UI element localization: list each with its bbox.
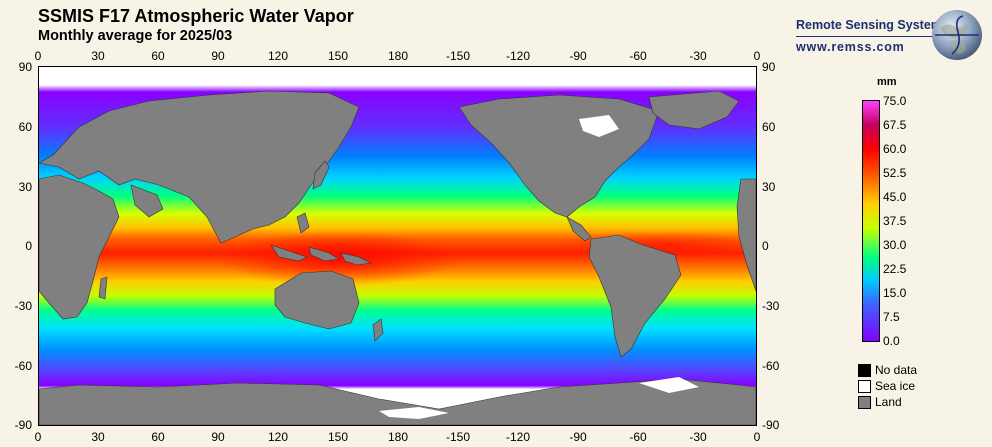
lon-tick-top: 0 bbox=[753, 49, 761, 63]
lon-tick-top: -150 bbox=[445, 49, 471, 63]
land-swatch bbox=[858, 396, 871, 409]
colorbar-label: 22.5 bbox=[883, 262, 907, 276]
sea-ice-swatch bbox=[858, 380, 871, 393]
lon-tick-bottom: 150 bbox=[327, 430, 349, 444]
sea-ice-patches bbox=[379, 115, 699, 419]
lon-tick-bottom: 60 bbox=[151, 430, 165, 444]
lon-tick-bottom: -120 bbox=[505, 430, 531, 444]
colorbar-label: 67.5 bbox=[883, 118, 907, 132]
logo-url[interactable]: www.remss.com bbox=[796, 40, 905, 54]
lat-tick-right: -30 bbox=[762, 299, 780, 313]
lat-tick-left: -30 bbox=[14, 299, 32, 313]
legend-label: No data bbox=[875, 363, 918, 377]
lon-tick-bottom: -150 bbox=[445, 430, 471, 444]
colorbar-label: 45.0 bbox=[883, 190, 907, 204]
lon-tick-bottom: 0 bbox=[34, 430, 42, 444]
map-subtitle: Monthly average for 2025/03 bbox=[38, 28, 233, 44]
lat-tick-right: 60 bbox=[762, 120, 776, 134]
lat-tick-right: 0 bbox=[762, 239, 769, 253]
lon-tick-bottom: 90 bbox=[211, 430, 225, 444]
lon-tick-top: 120 bbox=[267, 49, 289, 63]
legend-label: Sea ice bbox=[875, 379, 916, 393]
lon-tick-top: -120 bbox=[505, 49, 531, 63]
lat-tick-left: 90 bbox=[18, 60, 32, 74]
logo-divider bbox=[796, 36, 946, 37]
lat-tick-left: -90 bbox=[14, 418, 32, 432]
colorbar-label: 37.5 bbox=[883, 214, 907, 228]
lon-tick-bottom: -60 bbox=[629, 430, 647, 444]
map-title: SSMIS F17 Atmospheric Water Vapor bbox=[38, 6, 354, 26]
lon-tick-bottom: 30 bbox=[91, 430, 105, 444]
lon-tick-top: 30 bbox=[91, 49, 105, 63]
lat-tick-right: -60 bbox=[762, 359, 780, 373]
logo-name: Remote Sensing Systems bbox=[796, 18, 949, 32]
lat-tick-left: 30 bbox=[18, 180, 32, 194]
lon-tick-bottom: -30 bbox=[689, 430, 707, 444]
colorbar-label: 75.0 bbox=[883, 94, 907, 108]
colorbar-label: 0.0 bbox=[883, 334, 900, 348]
lon-tick-top: -60 bbox=[629, 49, 647, 63]
lon-tick-top: 0 bbox=[34, 49, 42, 63]
lon-tick-top: 180 bbox=[387, 49, 409, 63]
water-vapor-map bbox=[38, 66, 757, 426]
lon-tick-bottom: -90 bbox=[569, 430, 587, 444]
lat-tick-left: 0 bbox=[25, 239, 32, 253]
lon-tick-bottom: 120 bbox=[267, 430, 289, 444]
no-data-swatch bbox=[858, 364, 871, 377]
colorbar-unit: mm bbox=[877, 76, 897, 88]
colorbar-label: 52.5 bbox=[883, 166, 907, 180]
lon-tick-top: -30 bbox=[689, 49, 707, 63]
lat-tick-left: 60 bbox=[18, 120, 32, 134]
colorbar-label: 7.5 bbox=[883, 310, 900, 324]
legend-label: Land bbox=[875, 395, 902, 409]
lat-tick-right: 30 bbox=[762, 180, 776, 194]
colorbar-label: 15.0 bbox=[883, 286, 907, 300]
lat-tick-left: -60 bbox=[14, 359, 32, 373]
remss-logo[interactable]: Remote Sensing Systems www.remss.com bbox=[790, 6, 990, 62]
lat-tick-right: -90 bbox=[762, 418, 780, 432]
lon-tick-top: 90 bbox=[211, 49, 225, 63]
colorbar-label: 30.0 bbox=[883, 238, 907, 252]
lat-tick-right: 90 bbox=[762, 60, 776, 74]
globe-icon bbox=[932, 10, 982, 60]
colorbar-label: 60.0 bbox=[883, 142, 907, 156]
lon-tick-top: 150 bbox=[327, 49, 349, 63]
lon-tick-top: -90 bbox=[569, 49, 587, 63]
lon-tick-bottom: 0 bbox=[753, 430, 761, 444]
lon-tick-top: 60 bbox=[151, 49, 165, 63]
lon-tick-bottom: 180 bbox=[387, 430, 409, 444]
colorbar bbox=[862, 100, 880, 342]
